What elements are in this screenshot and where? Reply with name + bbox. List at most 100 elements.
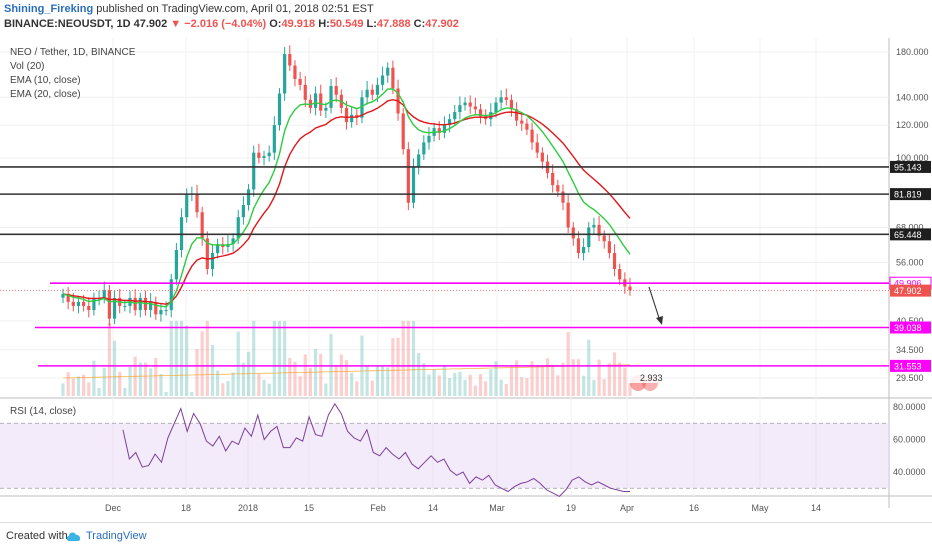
candle-body	[329, 86, 333, 108]
volume-bar	[375, 366, 380, 396]
volume-bar	[154, 358, 158, 396]
time-tick-label: Mar	[489, 503, 505, 513]
price-badge-label: 65.448	[894, 230, 922, 240]
volume-bar	[380, 365, 385, 396]
volume-bar	[525, 378, 529, 396]
price-badge-label: 95.143	[894, 162, 922, 172]
candle-body	[463, 102, 467, 106]
candle-body	[473, 106, 477, 110]
volume-bar	[478, 373, 483, 396]
volume-bar	[427, 374, 431, 396]
volume-bar	[494, 361, 498, 396]
candle-body	[556, 185, 560, 192]
volume-bar	[386, 367, 390, 396]
tradingview-link[interactable]: TradingView	[86, 530, 147, 542]
candle-body	[422, 142, 426, 155]
volume-bar	[437, 375, 441, 396]
candle-body	[138, 297, 142, 311]
volume-bar	[597, 359, 601, 396]
volume-bar	[71, 378, 75, 396]
candle-body	[417, 154, 421, 168]
volume-bar	[66, 372, 70, 396]
volume-bar	[571, 359, 575, 396]
time-tick-label: Feb	[370, 503, 386, 513]
volume-bar	[262, 379, 266, 396]
legend-pair[interactable]: NEO / Tether, 1D, BINANCE	[10, 47, 136, 58]
volume-bar	[185, 325, 189, 396]
legend-ema10[interactable]: EMA (10, close)	[10, 75, 81, 86]
time-tick-label: Dec	[105, 503, 122, 513]
volume-bar	[406, 321, 410, 396]
candle-body	[380, 75, 385, 85]
candle-body	[231, 238, 235, 245]
time-tick-label: 15	[304, 503, 314, 513]
candle-body	[174, 250, 178, 280]
candle-body	[324, 107, 328, 111]
volume-bar	[473, 385, 477, 396]
price-axis[interactable]	[889, 38, 932, 398]
high-value: 50.549	[329, 18, 364, 30]
candle-body	[313, 93, 318, 108]
candle-body	[123, 305, 127, 307]
volume-bar	[535, 364, 539, 396]
volume-bar	[195, 349, 199, 396]
candle-body	[571, 227, 575, 239]
volume-bar	[179, 321, 184, 396]
candle-body	[504, 97, 508, 100]
time-tick-label: Apr	[620, 503, 634, 513]
volume-bar	[489, 369, 493, 396]
candle-body	[551, 172, 555, 186]
volume-bar	[612, 352, 617, 396]
price-badge	[890, 284, 931, 297]
rsi-tick-label: 60.0000	[893, 435, 926, 445]
candle-body	[61, 294, 65, 298]
candle-body	[149, 301, 153, 311]
price-tick-label: 68.000	[896, 222, 924, 232]
candle-body	[494, 102, 498, 113]
volume-bar	[283, 321, 287, 396]
candle-body	[401, 113, 405, 150]
volume-bar	[551, 364, 555, 396]
legend-rsi[interactable]: RSI (14, close)	[10, 406, 77, 417]
price-badge-label: 31.553	[894, 361, 922, 371]
volume-bar	[509, 366, 514, 396]
price-badge	[890, 321, 931, 334]
price-tick-label: 180.000	[896, 47, 929, 57]
legend-ema20[interactable]: EMA (20, close)	[10, 89, 81, 100]
price-pane[interactable]	[0, 38, 889, 398]
high-label: H:	[318, 18, 330, 30]
ema10-line	[62, 88, 631, 308]
volume-bar	[102, 367, 106, 396]
candle-body	[375, 84, 380, 95]
chart-canvas[interactable]: 180.000 140.000 120.000 100.000 68.000 56.000…	[0, 0, 932, 522]
volume-bar	[396, 337, 400, 396]
volume-bar	[530, 361, 534, 396]
price-tick-label: 34.500	[896, 345, 924, 355]
author-link[interactable]: Shining_Fireking	[4, 3, 94, 15]
chart-header: Shining_Fireking published on TradingVie…	[0, 0, 932, 38]
volume-bar	[87, 382, 91, 396]
candle-body	[216, 244, 220, 254]
volume-bar	[267, 383, 271, 396]
candle-body	[262, 156, 266, 158]
candle-body	[112, 297, 117, 319]
price-badge-label: 81.819	[894, 190, 922, 200]
volume-bar	[200, 331, 204, 396]
price-tick-label: 29.500	[896, 373, 924, 383]
candle-body	[293, 65, 297, 79]
volume-bar	[370, 380, 374, 396]
candle-body	[406, 149, 410, 203]
volume-bar	[308, 367, 313, 396]
symbol-line: BINANCE:NEOUSDT, 1D 47.902 ▼ −2.016 (−4.…	[4, 18, 459, 30]
candle-body	[628, 286, 632, 291]
volume-bar	[221, 383, 225, 396]
volume-bar	[272, 321, 276, 396]
candle-body	[102, 290, 106, 298]
candle-body	[607, 241, 611, 254]
legend-vol[interactable]: Vol (20)	[10, 61, 45, 72]
open-value: 49.918	[281, 18, 316, 30]
candle-body	[107, 290, 111, 319]
volume-bar	[241, 362, 246, 396]
volume-bar	[112, 340, 117, 396]
published-text: published on TradingView.com, April 01, …	[96, 3, 374, 15]
